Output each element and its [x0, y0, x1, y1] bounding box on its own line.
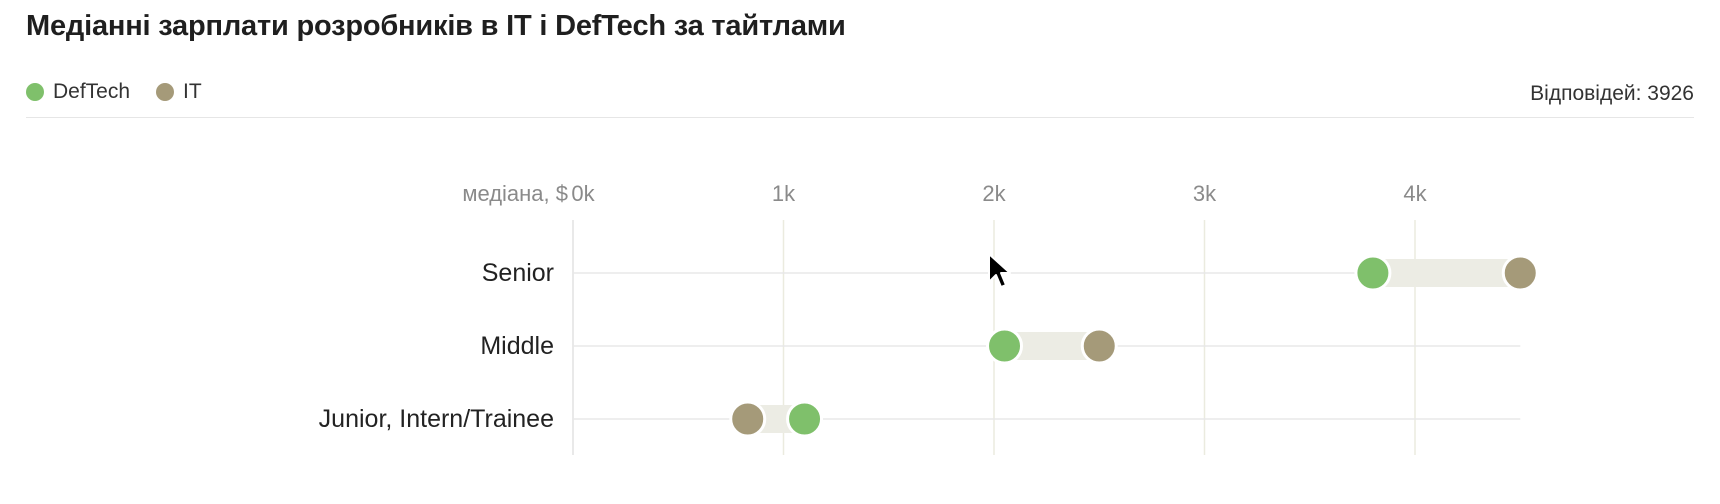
legend-swatch-it [156, 83, 175, 101]
x-tick-label: 2k [982, 181, 1006, 206]
category-label: Middle [480, 332, 554, 360]
category-label: Senior [482, 259, 554, 287]
point-it [1501, 254, 1539, 292]
legend-label-deftech: DefTech [53, 80, 131, 103]
chart-title: Медіанні зарплати розробників в IT і Def… [26, 10, 846, 42]
point-deftech [986, 327, 1024, 365]
point-it [729, 400, 767, 438]
point-deftech [1354, 254, 1392, 292]
x-tick-label: 1k [772, 181, 796, 206]
x-tick-label: 0k [571, 181, 595, 206]
x-tick-label: 3k [1193, 181, 1217, 206]
range-bar [1372, 259, 1521, 287]
legend-swatch-deftech [26, 83, 44, 101]
legend-item-it[interactable]: IT [156, 80, 202, 104]
category-label: Junior, Intern/Trainee [319, 405, 554, 433]
legend-label-it: IT [183, 80, 202, 103]
axis-label: медіана, $ [462, 181, 568, 206]
legend-item-deftech[interactable]: DefTech [26, 80, 130, 104]
mouse-cursor-icon [988, 253, 1011, 288]
x-tick-label: 4k [1403, 181, 1427, 206]
legend: DefTech IT [26, 80, 202, 104]
header-divider [26, 117, 1694, 118]
point-deftech [786, 400, 824, 438]
point-it [1080, 327, 1118, 365]
responses-count: Відповідей: 3926 [1530, 82, 1694, 105]
